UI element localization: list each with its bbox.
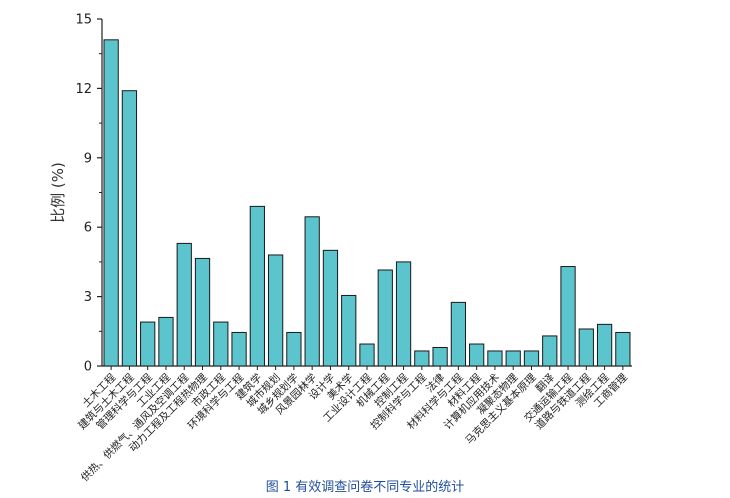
y-tick-label: 6 (84, 221, 92, 236)
bar (542, 335, 558, 367)
y-axis-label: 比例 (%) (49, 162, 67, 223)
bar (249, 205, 265, 367)
bar (615, 331, 631, 367)
y-tick-label: 0 (84, 360, 92, 375)
y-tick-label: 12 (75, 82, 92, 97)
bar (231, 331, 247, 367)
bar (395, 261, 412, 367)
bar (596, 323, 613, 367)
figure-caption: 图 1 有效调查问卷不同专业的统计 (265, 480, 465, 495)
bar (140, 321, 156, 367)
bar (414, 350, 430, 367)
bar (450, 301, 467, 367)
y-tick-label: 15 (75, 13, 92, 28)
bar (176, 242, 192, 367)
bar (578, 328, 594, 367)
bar (377, 269, 393, 367)
bar (103, 39, 119, 367)
bar (560, 266, 576, 367)
bar (322, 249, 339, 367)
bar (359, 343, 375, 367)
bar (213, 321, 229, 367)
bar (304, 216, 320, 367)
bar (505, 350, 521, 367)
bar (267, 254, 284, 367)
bar (194, 257, 211, 367)
bar (432, 346, 448, 367)
bar (487, 350, 503, 367)
bar (158, 316, 174, 367)
bar (286, 331, 302, 367)
bar (121, 90, 138, 367)
bar (341, 294, 357, 367)
y-tick-label: 9 (84, 151, 92, 166)
bar (469, 343, 485, 367)
bar (523, 350, 540, 367)
y-tick-label: 3 (84, 290, 92, 305)
